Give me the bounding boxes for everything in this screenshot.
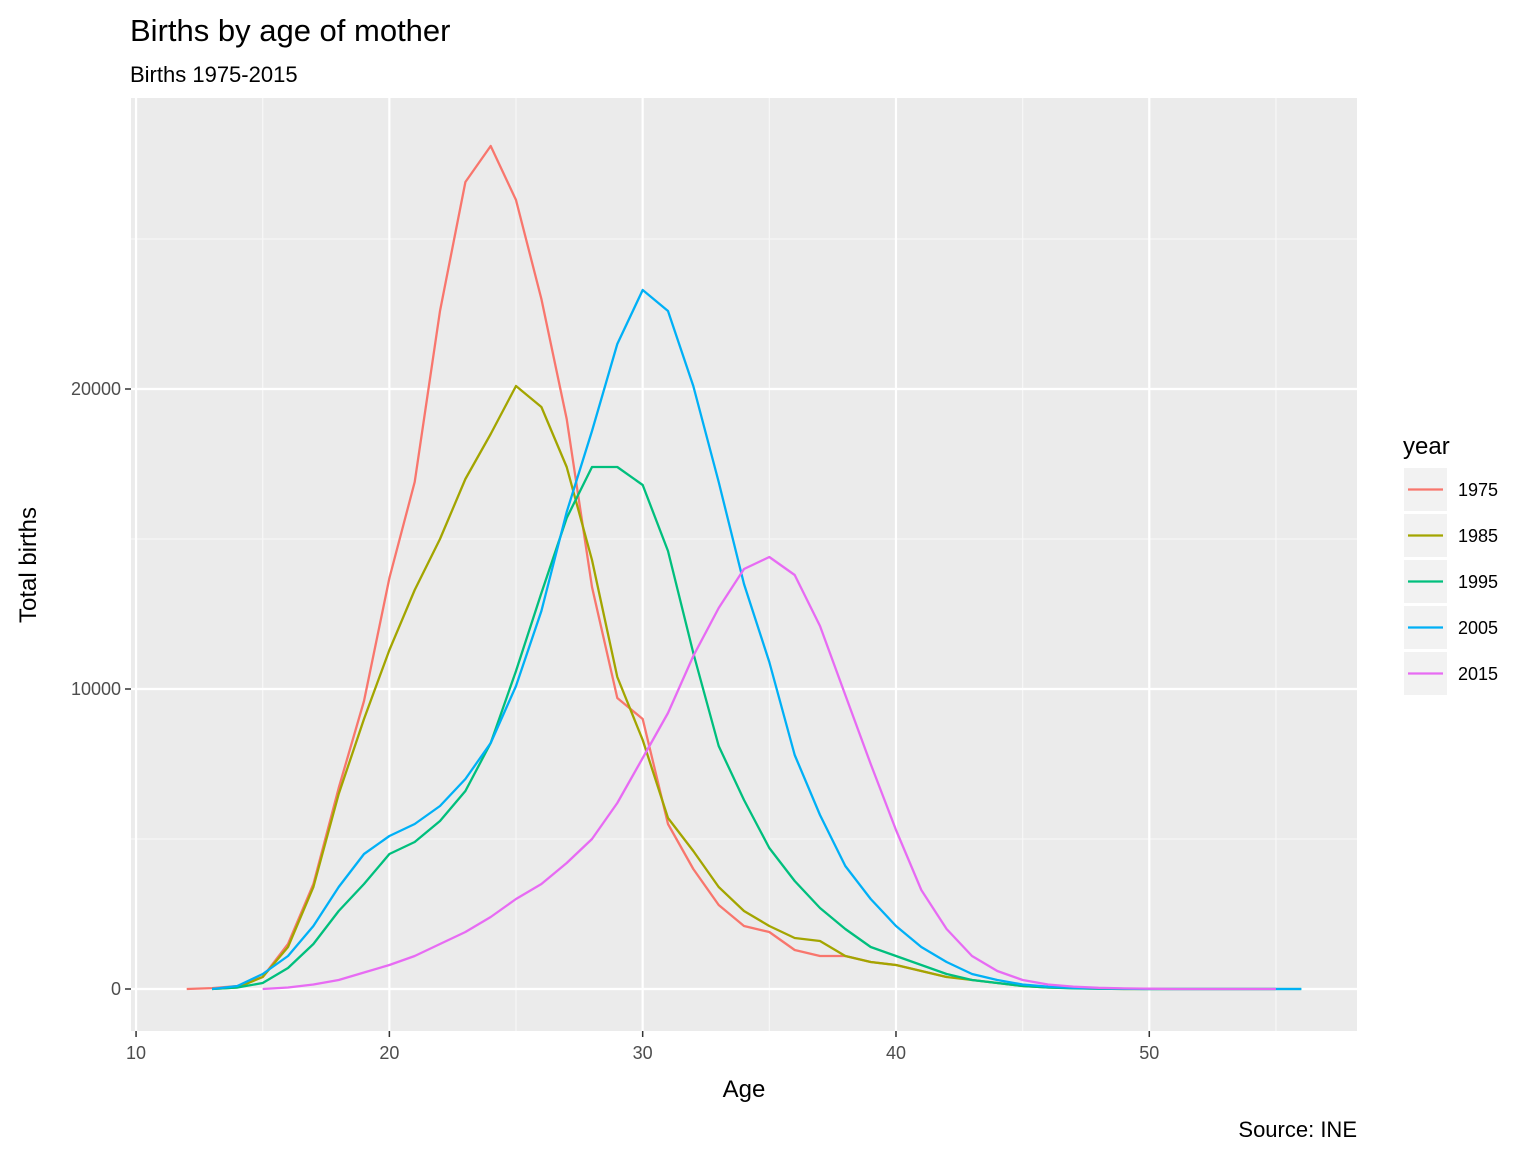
legend-title: year [1403, 433, 1450, 460]
y-axis-title: Total births [15, 507, 42, 623]
legend-label-1975: 1975 [1458, 480, 1498, 500]
chart-title: Births by age of mother [130, 13, 451, 48]
legend-label-1995: 1995 [1458, 572, 1498, 592]
x-axis-title: Age [723, 1076, 766, 1103]
x-tick-label: 10 [126, 1043, 146, 1063]
plot-panel [131, 98, 1357, 1031]
y-tick-label: 10000 [71, 679, 121, 699]
grid-minor [131, 98, 1357, 1031]
series-lines [186, 144, 1302, 991]
y-tick-label: 20000 [71, 379, 121, 399]
x-axis: 10 20 30 40 50 [126, 1031, 1159, 1063]
legend-label-2015: 2015 [1458, 664, 1498, 684]
legend-label-2005: 2005 [1458, 618, 1498, 638]
legend-label-1985: 1985 [1458, 526, 1498, 546]
x-tick-label: 20 [379, 1043, 399, 1063]
series-line-2015 [262, 555, 1276, 991]
chart-subtitle: Births 1975-2015 [130, 62, 298, 87]
chart-caption: Source: INE [1238, 1117, 1357, 1142]
y-axis: 0 10000 20000 [71, 379, 131, 999]
x-tick-label: 50 [1139, 1043, 1159, 1063]
x-tick-label: 40 [886, 1043, 906, 1063]
x-tick-label: 30 [633, 1043, 653, 1063]
y-tick-label: 0 [111, 979, 121, 999]
legend: year 1975 1985 1995 2005 2015 [1403, 433, 1498, 695]
